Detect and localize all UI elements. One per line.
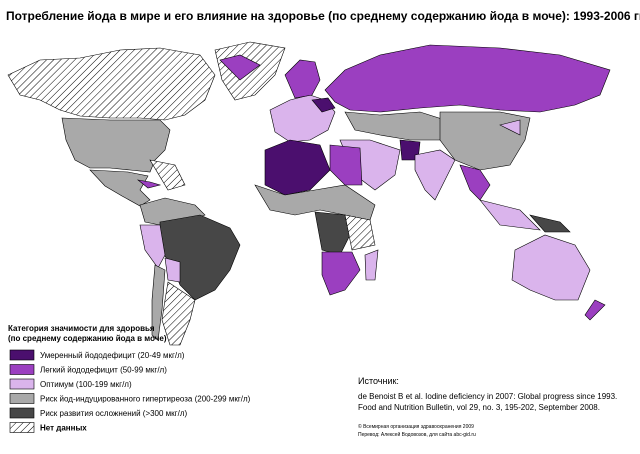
legend-title: Категория значимости для здоровья [8, 324, 155, 333]
legend-title: (по среднему содержанию йода в моче) [8, 334, 167, 343]
legend-swatch [9, 422, 35, 433]
source-note: © Всемирная организация здравоохранения … [358, 423, 474, 430]
legend-label: Риск йод-индуцированного гипертиреоза (2… [40, 395, 251, 404]
legend-label: Умеренный йододефицит (20-49 мкг/л) [40, 351, 185, 360]
legend-swatch [9, 393, 35, 404]
legend-label: Легкий йододефицит (50-99 мкг/л) [40, 366, 167, 375]
legend-swatch [9, 378, 35, 390]
legend-label: Нет данных [40, 424, 87, 433]
source: de Benoist B et al. Iodine deficiency in… [358, 392, 617, 438]
legend-label: Риск развития осложнений (>300 мкг/л) [40, 409, 187, 418]
legend-swatch [9, 407, 35, 419]
legend-label: Оптимум (100-199 мкг/л) [40, 380, 132, 389]
legend-swatch [9, 349, 35, 361]
source-note: Перевод: Алексей Водовозов, для сайта ab… [358, 431, 476, 438]
title: Потребление йода в мире и его влияние на… [6, 9, 640, 23]
source-line: Food and Nutrition Bulletin, vol 29, no.… [358, 403, 600, 412]
legend: Умеренный йододефицит (20-49 мкг/л) Легки… [9, 349, 251, 433]
source-heading: Источник: [358, 376, 399, 386]
world-map [7, 41, 611, 346]
source-line: de Benoist B et al. Iodine deficiency in… [358, 392, 617, 401]
legend-swatch [9, 364, 35, 375]
